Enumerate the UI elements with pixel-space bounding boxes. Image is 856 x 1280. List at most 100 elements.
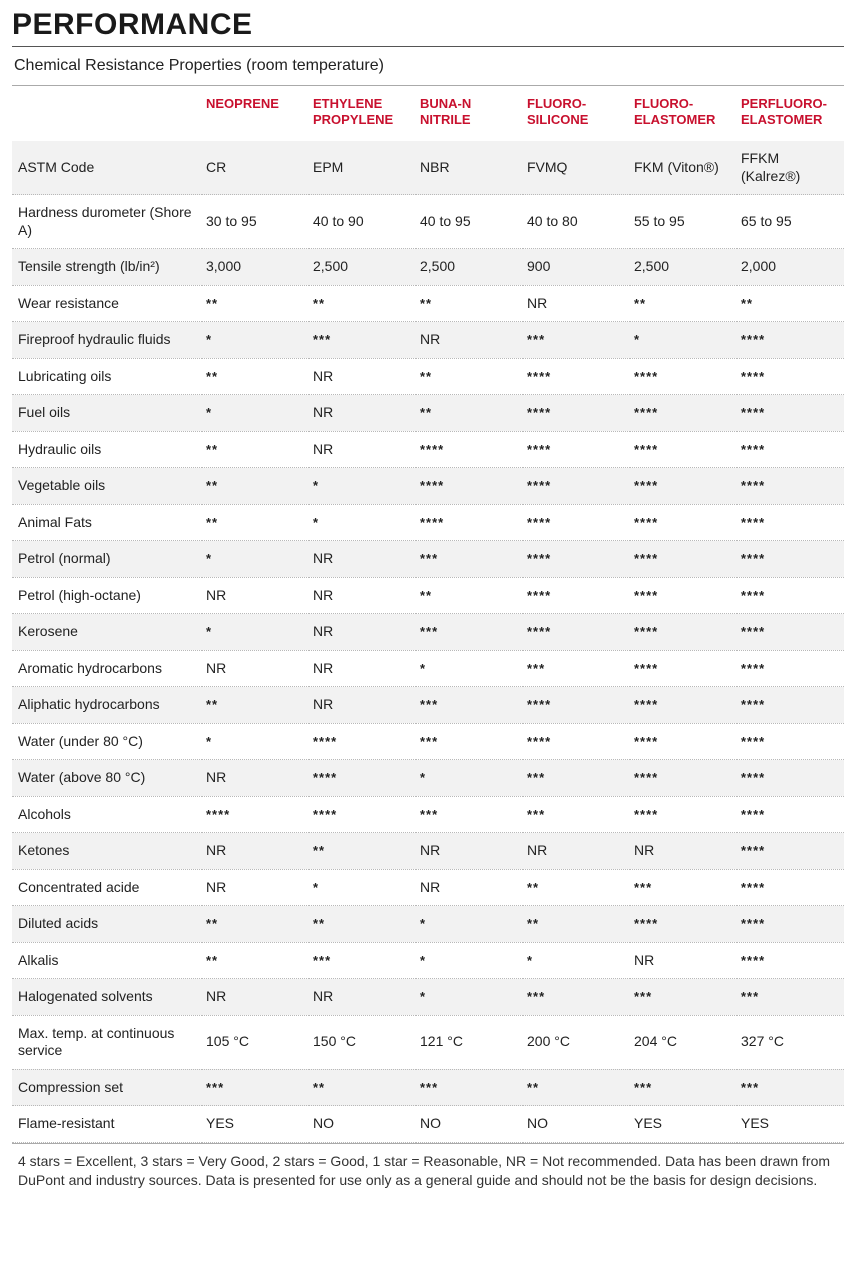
star-rating: ****	[634, 697, 658, 712]
star-rating: ***	[420, 1080, 438, 1095]
star-rating: **	[313, 916, 325, 931]
table-row: Alcohols**********************	[12, 796, 844, 833]
row-label: Max. temp. at continuous service	[12, 1015, 202, 1069]
star-rating: ****	[741, 697, 765, 712]
table-cell: NR	[202, 650, 309, 687]
star-rating: **	[206, 478, 218, 493]
row-label: Animal Fats	[12, 504, 202, 541]
table-cell: ****	[523, 723, 630, 760]
star-rating: ****	[313, 734, 337, 749]
table-cell: *	[202, 614, 309, 651]
star-rating: ****	[634, 807, 658, 822]
table-cell: **	[416, 577, 523, 614]
star-rating: *	[313, 478, 319, 493]
table-cell: CR	[202, 141, 309, 195]
table-cell: *	[416, 979, 523, 1016]
table-cell: NR	[202, 833, 309, 870]
star-rating: ****	[634, 369, 658, 384]
table-cell: ****	[630, 468, 737, 505]
table-cell: ****	[630, 395, 737, 432]
table-cell: NR	[309, 541, 416, 578]
table-cell: *	[309, 504, 416, 541]
table-cell: ****	[630, 614, 737, 651]
table-cell: ****	[737, 760, 844, 797]
table-cell: **	[523, 906, 630, 943]
table-cell: ****	[737, 650, 844, 687]
table-cell: ****	[523, 431, 630, 468]
star-rating: **	[206, 515, 218, 530]
star-rating: ***	[313, 953, 331, 968]
star-rating: ****	[527, 697, 551, 712]
table-cell: **	[202, 906, 309, 943]
table-cell: NR	[309, 577, 416, 614]
table-row: Halogenated solventsNRNR**********	[12, 979, 844, 1016]
row-label: Aliphatic hydrocarbons	[12, 687, 202, 724]
table-cell: ****	[737, 796, 844, 833]
row-label: Alkalis	[12, 942, 202, 979]
star-rating: ****	[527, 405, 551, 420]
table-cell: NR	[309, 431, 416, 468]
star-rating: ****	[634, 770, 658, 785]
table-cell: YES	[630, 1106, 737, 1143]
table-cell: ****	[737, 942, 844, 979]
star-rating: ***	[527, 661, 545, 676]
star-rating: ****	[634, 624, 658, 639]
table-row: ASTM CodeCREPMNBRFVMQFKM (Viton®)FFKM (K…	[12, 141, 844, 195]
table-row: Aliphatic hydrocarbons**NR**************…	[12, 687, 844, 724]
star-rating: ****	[741, 880, 765, 895]
table-cell: NR	[309, 650, 416, 687]
table-row: Alkalis*******NR****	[12, 942, 844, 979]
star-rating: ****	[527, 515, 551, 530]
col-header: FLUORO-ELASTOMER	[630, 86, 737, 141]
row-label: Petrol (high-octane)	[12, 577, 202, 614]
table-cell: ***	[630, 869, 737, 906]
table-cell: 40 to 90	[309, 195, 416, 249]
table-cell: **	[309, 906, 416, 943]
table-cell: ****	[737, 577, 844, 614]
table-row: Hydraulic oils**NR****************	[12, 431, 844, 468]
title-divider	[12, 46, 844, 47]
table-cell: NR	[523, 285, 630, 322]
table-row: Petrol (normal)*NR***************	[12, 541, 844, 578]
star-rating: ***	[527, 332, 545, 347]
table-row: Animal Fats*******************	[12, 504, 844, 541]
star-rating: ***	[313, 332, 331, 347]
star-rating: ****	[741, 770, 765, 785]
star-rating: *	[420, 661, 426, 676]
table-cell: *	[202, 723, 309, 760]
table-cell: ***	[416, 796, 523, 833]
star-rating: ****	[634, 916, 658, 931]
table-cell: NR	[202, 979, 309, 1016]
star-rating: ****	[741, 332, 765, 347]
table-cell: **	[202, 358, 309, 395]
table-cell: NO	[523, 1106, 630, 1143]
star-rating: ***	[634, 880, 652, 895]
star-rating: ****	[741, 551, 765, 566]
star-rating: ***	[527, 770, 545, 785]
star-rating: *	[634, 332, 640, 347]
table-cell: NR	[630, 833, 737, 870]
table-cell: ****	[737, 395, 844, 432]
table-cell: NR	[523, 833, 630, 870]
star-rating: **	[527, 1080, 539, 1095]
table-cell: ***	[630, 1069, 737, 1106]
star-rating: ****	[634, 478, 658, 493]
table-cell: ***	[309, 942, 416, 979]
table-cell: ****	[737, 358, 844, 395]
header-empty	[12, 86, 202, 141]
star-rating: ****	[527, 624, 551, 639]
table-cell: NR	[630, 942, 737, 979]
star-rating: **	[206, 296, 218, 311]
table-cell: ***	[523, 322, 630, 359]
star-rating: ***	[741, 989, 759, 1004]
table-cell: NO	[309, 1106, 416, 1143]
row-label: Halogenated solvents	[12, 979, 202, 1016]
table-cell: ****	[737, 906, 844, 943]
table-cell: ****	[630, 796, 737, 833]
table-cell: FKM (Viton®)	[630, 141, 737, 195]
table-cell: ****	[309, 760, 416, 797]
star-rating: ****	[527, 442, 551, 457]
table-cell: ****	[630, 358, 737, 395]
star-rating: **	[420, 588, 432, 603]
star-rating: **	[206, 916, 218, 931]
